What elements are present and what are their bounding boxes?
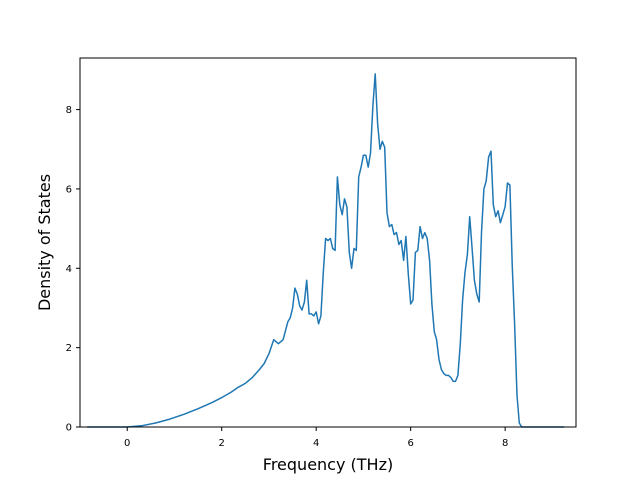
y-tick-label: 0 — [66, 423, 72, 434]
dos-series-line — [87, 73, 565, 428]
axes-frame — [79, 57, 577, 428]
x-tick-label: 4 — [313, 438, 319, 449]
x-axis-label: Frequency (THz) — [263, 455, 393, 474]
y-tick-label: 2 — [66, 343, 72, 354]
x-tick-label: 8 — [502, 438, 508, 449]
y-axis-label: Density of States — [35, 174, 54, 311]
axis-ticks: 0 2 4 6 8 0 2 4 6 8 — [66, 105, 509, 449]
y-tick-label: 6 — [66, 184, 72, 195]
x-tick-label: 6 — [407, 438, 413, 449]
x-tick-label: 2 — [219, 438, 225, 449]
plot-area — [87, 73, 565, 428]
y-tick-label: 8 — [66, 105, 72, 116]
y-tick-label: 4 — [66, 264, 72, 275]
x-tick-label: 0 — [124, 438, 130, 449]
